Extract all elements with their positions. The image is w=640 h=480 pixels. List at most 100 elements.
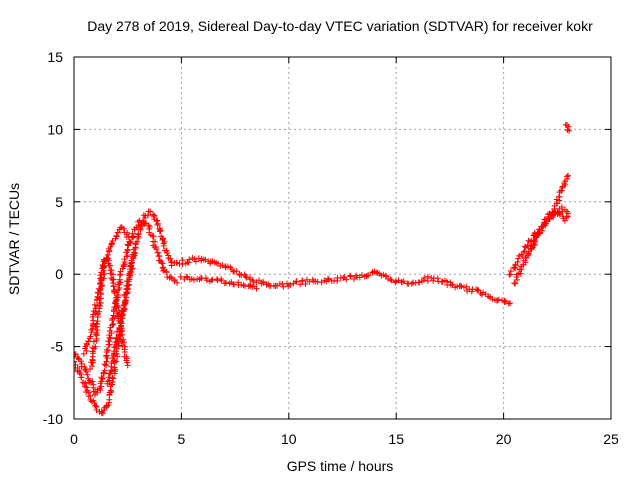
data-point	[430, 277, 437, 284]
data-point	[392, 279, 399, 286]
data-point	[539, 223, 546, 230]
data-point	[122, 297, 129, 304]
data-point	[283, 280, 290, 287]
data-point	[506, 271, 513, 278]
data-point	[98, 374, 105, 381]
data-point	[100, 264, 107, 271]
data-point	[223, 279, 230, 286]
data-point	[299, 278, 306, 285]
data-point	[117, 279, 124, 286]
data-point	[515, 255, 522, 262]
data-point	[512, 280, 519, 287]
data-point	[449, 281, 456, 288]
data-point	[119, 342, 126, 349]
data-point	[343, 276, 350, 283]
data-point	[87, 397, 94, 404]
data-point	[163, 269, 170, 276]
data-point	[94, 389, 101, 396]
data-point	[154, 249, 161, 256]
data-point	[474, 286, 481, 293]
data-point	[565, 210, 572, 217]
data-point	[400, 278, 407, 285]
data-point	[105, 374, 112, 381]
data-point	[83, 368, 90, 375]
data-point	[150, 233, 157, 240]
data-point	[99, 282, 106, 289]
data-point	[118, 320, 125, 327]
data-point	[101, 367, 108, 374]
y-tick-label: -10	[43, 411, 63, 427]
data-point	[123, 253, 130, 260]
data-point	[113, 335, 120, 342]
data-point	[82, 383, 89, 390]
data-point	[168, 275, 175, 282]
data-point	[89, 378, 96, 385]
data-point	[88, 326, 95, 333]
data-point	[78, 374, 85, 381]
data-point	[177, 273, 184, 280]
x-tick-label: 10	[281, 431, 297, 447]
y-tick-label: 0	[55, 266, 63, 282]
data-point	[124, 359, 131, 366]
data-point	[112, 339, 119, 346]
data-point	[110, 352, 117, 359]
data-point	[297, 281, 304, 288]
data-point	[106, 377, 113, 384]
data-point	[153, 218, 160, 225]
data-point	[97, 272, 104, 279]
data-point	[92, 343, 99, 350]
data-point	[103, 358, 110, 365]
data-point	[79, 379, 86, 386]
data-point	[302, 281, 309, 288]
data-point	[102, 362, 109, 369]
data-point	[121, 301, 128, 308]
data-point	[91, 399, 98, 406]
data-point	[108, 240, 115, 247]
data-point	[550, 214, 557, 221]
data-point	[125, 282, 132, 289]
grid	[74, 57, 611, 419]
data-point	[74, 351, 79, 358]
data-point	[128, 257, 135, 264]
data-point	[519, 253, 526, 260]
data-point	[160, 242, 167, 249]
data-point	[218, 277, 225, 284]
data-point	[157, 227, 164, 234]
data-point	[90, 338, 97, 345]
data-point	[565, 172, 572, 179]
data-point	[501, 297, 508, 304]
data-point	[114, 294, 121, 301]
data-point	[90, 317, 97, 324]
data-point	[97, 285, 104, 292]
data-point	[89, 362, 96, 369]
data-point	[260, 279, 267, 286]
y-axis-title: SDTVAR / TECUs	[6, 183, 22, 295]
data-point	[190, 276, 197, 283]
data-point	[340, 274, 347, 281]
chart-title: Day 278 of 2019, Sidereal Day-to-day VTE…	[87, 18, 593, 34]
data-point	[183, 273, 190, 280]
data-point	[534, 232, 541, 239]
data-point	[101, 270, 108, 277]
data-point	[99, 410, 106, 417]
data-point	[154, 221, 161, 228]
data-point	[120, 225, 127, 232]
data-point	[129, 265, 136, 272]
data-point	[110, 375, 117, 382]
data-point	[525, 251, 532, 258]
data-point	[287, 281, 294, 288]
data-point	[89, 344, 96, 351]
data-point	[230, 268, 237, 275]
data-point	[192, 258, 199, 265]
data-point	[125, 233, 132, 240]
data-point	[290, 280, 297, 287]
data-point	[132, 241, 139, 248]
y-tick-label: 10	[47, 121, 63, 137]
data-point	[231, 281, 238, 288]
data-point	[84, 341, 91, 348]
data-point	[324, 275, 331, 282]
data-point	[463, 283, 470, 290]
data-point	[531, 237, 538, 244]
data-point	[388, 277, 395, 284]
